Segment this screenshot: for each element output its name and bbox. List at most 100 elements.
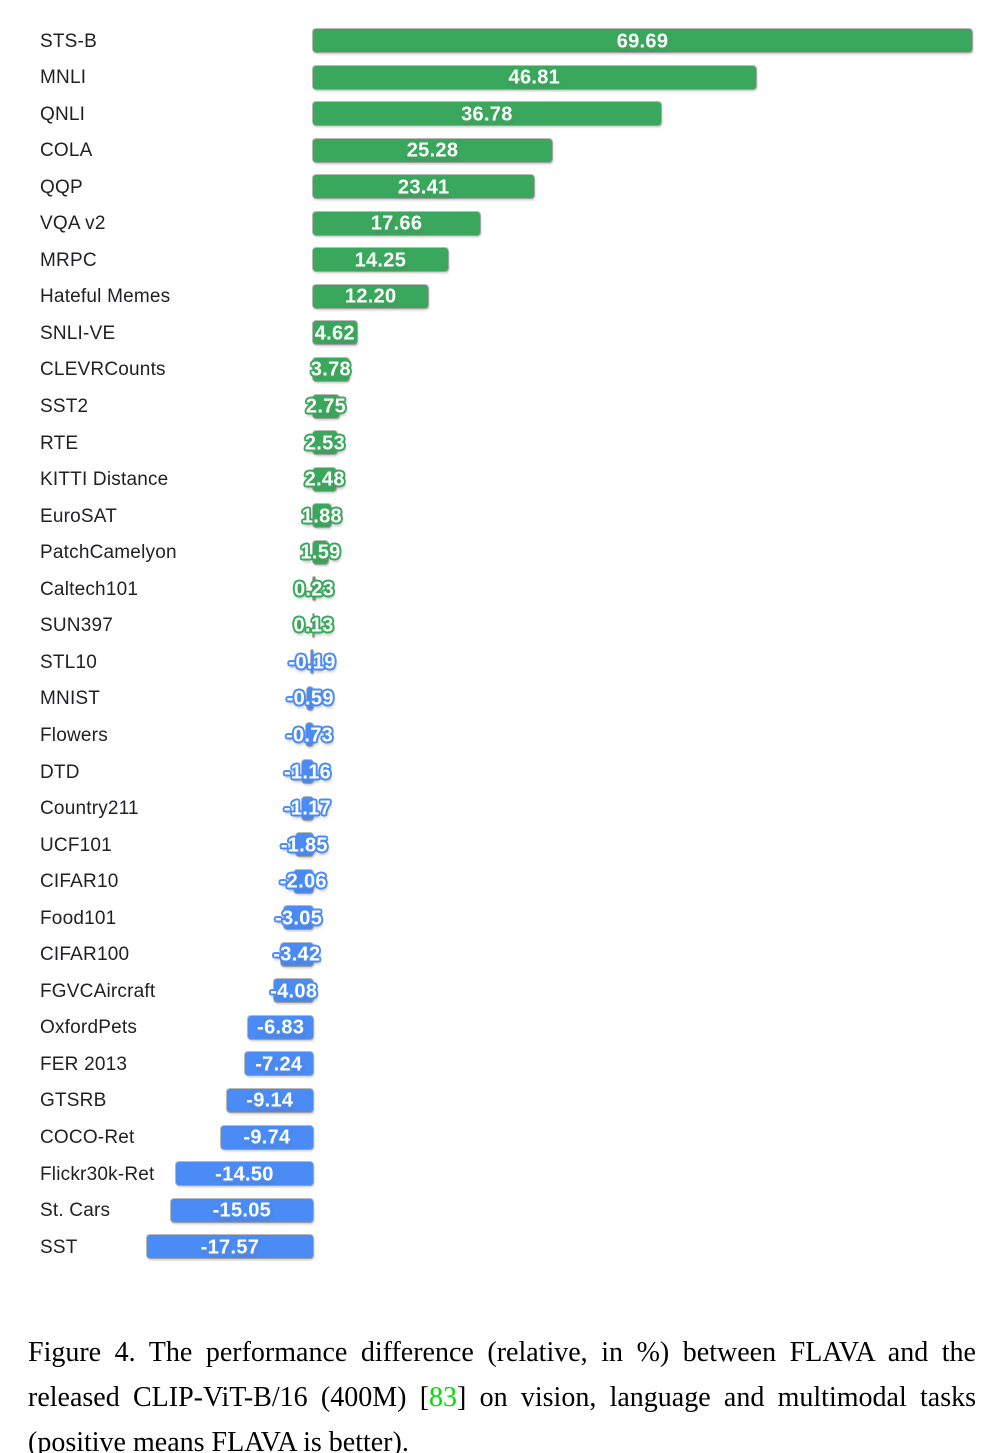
- positive-bar: [313, 321, 357, 345]
- category-label: Flowers: [40, 724, 108, 746]
- negative-bar: [170, 1198, 313, 1222]
- negative-bar: [307, 686, 313, 710]
- category-label: COCO-Ret: [40, 1127, 135, 1148]
- bar-value-label: -1.16: [283, 761, 332, 783]
- category-label: FGVCAircraft: [40, 980, 156, 1002]
- bar-value-label: -2.06: [279, 870, 327, 893]
- bar-value-label: -1.17: [283, 797, 331, 820]
- bar-value-label: -9.14: [246, 1089, 294, 1112]
- category-label: Country211: [40, 798, 139, 820]
- category-label: MRPC: [40, 249, 97, 271]
- category-label: SST: [40, 1236, 78, 1258]
- category-label: DTD: [40, 761, 80, 783]
- category-label: CIFAR10: [40, 871, 119, 893]
- bar-value-label: -7.24: [255, 1053, 303, 1076]
- category-label: OxfordPets: [40, 1017, 138, 1039]
- bar-value-label: 2.48: [304, 468, 345, 491]
- category-label: Flickr30k-Ret: [40, 1163, 155, 1185]
- bar-chart: STS-B 69.69 MNLI 46.81 QNLI 36.78 COLA 25.28 QQP…: [40, 29, 972, 1259]
- category-label: GTSRB: [40, 1090, 107, 1112]
- category-label: VQA v2: [40, 213, 106, 235]
- bar-value-label: -6.83: [257, 1016, 305, 1039]
- bar-value-label: 0.23: [294, 578, 335, 601]
- negative-bar: [248, 1015, 313, 1039]
- negative-bar: [274, 979, 313, 1003]
- positive-bar: [313, 431, 337, 455]
- bar-value-label: 23.41: [397, 176, 450, 199]
- bar-value-label: 17.66: [370, 212, 423, 235]
- category-label: Hateful Memes: [40, 286, 171, 308]
- negative-bar: [302, 760, 313, 783]
- category-label: EuroSAT: [40, 505, 118, 527]
- category-label: SNLI-VE: [40, 322, 116, 344]
- bar-value-label: -14.50: [215, 1163, 274, 1186]
- bar-value-label: 1.88: [301, 505, 342, 528]
- caption-text-after: ] on vision, language and multimodal tas…: [28, 1382, 976, 1453]
- bar-value-label: 36.78: [461, 103, 513, 126]
- negative-bar: [146, 1235, 313, 1259]
- category-label: CLEVRCounts: [40, 359, 166, 381]
- positive-bar: [313, 175, 535, 199]
- category-label: QQP: [40, 176, 83, 198]
- bar-value-label: -1.85: [280, 834, 328, 857]
- category-label: QNLI: [40, 103, 86, 125]
- category-label: KITTI Distance: [40, 469, 169, 491]
- positive-bar: [313, 65, 756, 89]
- negative-bar: [280, 942, 313, 966]
- bar-value-label: 69.69: [616, 30, 669, 52]
- bar-value-label: 25.28: [406, 139, 459, 162]
- bar-value-label: 2.53: [304, 432, 346, 455]
- positive-bar: [313, 467, 337, 491]
- positive-bar: [313, 248, 448, 272]
- bar-value-label: -0.19: [288, 651, 336, 674]
- negative-bar: [220, 1125, 313, 1149]
- category-label: STL10: [40, 651, 97, 673]
- category-label: SUN397: [40, 615, 114, 637]
- bar-value-label: 0.13: [293, 614, 334, 637]
- bar-value-label: 14.25: [354, 249, 407, 272]
- category-label: Food101: [40, 907, 117, 929]
- category-label: RTE: [40, 432, 79, 454]
- negative-bar: [306, 723, 313, 747]
- negative-bar: [175, 1162, 313, 1186]
- bar-value-label: 4.62: [314, 322, 355, 345]
- positive-bar: [313, 577, 316, 601]
- category-label: PatchCamelyon: [40, 542, 177, 564]
- negative-bar: [295, 833, 313, 857]
- bar-value-label: -17.57: [200, 1236, 260, 1259]
- bar-value-label: 1.59: [300, 541, 341, 564]
- category-label: MNLI: [40, 67, 87, 89]
- figure-caption: Figure 4. The performance difference (re…: [28, 1330, 976, 1453]
- bar-value-label: -3.42: [273, 943, 321, 966]
- bar-value-label: -0.73: [286, 724, 334, 747]
- negative-bar: [284, 906, 313, 930]
- category-label: CIFAR100: [40, 944, 130, 966]
- bar-value-label: 3.78: [310, 358, 351, 381]
- category-label: COLA: [40, 140, 93, 162]
- category-label: St. Cars: [40, 1200, 111, 1222]
- positive-bar: [313, 211, 480, 235]
- category-label: Caltech101: [40, 578, 139, 600]
- category-label: MNIST: [40, 688, 101, 710]
- negative-bar: [311, 650, 313, 674]
- category-label: UCF101: [40, 834, 112, 856]
- category-label: SST2: [40, 396, 89, 417]
- negative-bar: [301, 796, 313, 820]
- positive-bar: [313, 138, 553, 162]
- bar-value-label: -4.08: [270, 980, 318, 1003]
- negative-bar: [244, 1052, 313, 1076]
- caption-text-before: Figure 4. The performance difference (re…: [28, 1337, 976, 1413]
- bar-value-label: -3.05: [275, 907, 323, 930]
- positive-bar: [313, 102, 661, 126]
- positive-bar: [313, 394, 339, 418]
- positive-bar: [313, 540, 329, 564]
- positive-bar: [313, 357, 349, 381]
- citation-83: 83: [429, 1382, 458, 1413]
- positive-bar: [313, 504, 331, 528]
- negative-bar: [226, 1088, 313, 1112]
- bar-value-label: 12.20: [344, 285, 397, 308]
- positive-bar: [313, 29, 972, 52]
- category-label: STS-B: [40, 30, 97, 52]
- positive-bar: [313, 613, 315, 637]
